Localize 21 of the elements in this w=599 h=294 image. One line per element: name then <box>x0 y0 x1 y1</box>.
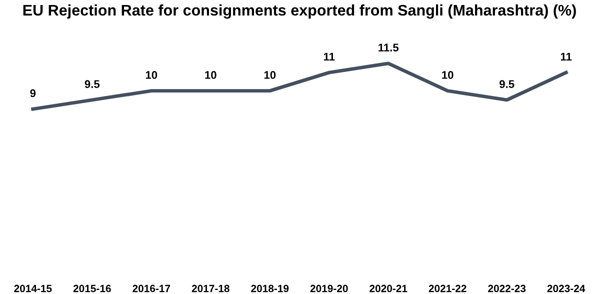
chart-title: EU Rejection Rate for consignments exported from Sangli (Maharashtra) (%) <box>23 4 576 19</box>
data-label: 10 <box>205 71 216 79</box>
data-label: 9 <box>30 89 36 98</box>
data-label: 10 <box>264 71 276 79</box>
x-tick-label: 2020-21 <box>370 284 408 292</box>
data-label: 11 <box>324 52 335 61</box>
data-label: 10 <box>146 71 158 79</box>
data-label: 9.5 <box>500 80 514 88</box>
data-label: 10 <box>442 71 454 79</box>
x-tick-label: 2018-19 <box>251 284 289 292</box>
x-tick-label: 2016-17 <box>132 284 170 292</box>
x-tick-label: 2014-15 <box>14 284 52 292</box>
x-tick-label: 2022-23 <box>488 284 526 292</box>
x-tick-label: 2023-24 <box>547 284 586 292</box>
x-tick-label: 2019-20 <box>310 284 348 292</box>
data-label: 11.5 <box>378 44 399 52</box>
data-label: 9.5 <box>84 80 100 88</box>
x-tick-label: 2015-16 <box>73 284 111 292</box>
x-tick-label: 2021-22 <box>428 284 466 292</box>
x-tick-label: 2017-18 <box>192 284 230 292</box>
data-label: 11 <box>560 52 572 61</box>
